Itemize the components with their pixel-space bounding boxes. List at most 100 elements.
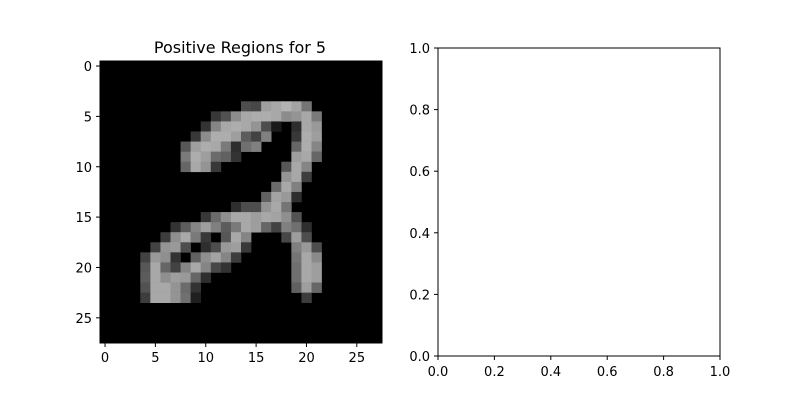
- image-pixel: [261, 212, 272, 223]
- image-pixel: [210, 252, 222, 263]
- image-y-ticks: 0 5 10 15 20 25: [75, 60, 100, 327]
- image-pixel: [230, 232, 242, 243]
- image-pixel: [170, 222, 181, 233]
- image-pixel: [291, 131, 302, 142]
- image-pixel: [251, 121, 262, 132]
- image-pixel: [200, 212, 212, 223]
- image-pixel: [301, 222, 312, 233]
- image-pixel: [271, 202, 282, 213]
- image-pixel: [210, 121, 222, 132]
- image-pixel: [281, 161, 292, 173]
- image-title: Positive Regions for 5: [154, 38, 326, 57]
- image-pixel: [220, 232, 232, 243]
- image-pixel: [291, 282, 302, 293]
- image-x-ticks: 0 5 10 15 20 25: [101, 343, 365, 366]
- image-y-tick-label: 0: [84, 60, 92, 75]
- image-pixel: [200, 141, 212, 152]
- image-pixel: [170, 242, 181, 253]
- image-pixel: [230, 131, 242, 142]
- image-pixel: [291, 111, 302, 122]
- image-pixel: [160, 262, 171, 273]
- image-pixel: [190, 131, 202, 142]
- image-pixel: [271, 111, 282, 122]
- image-pixel: [150, 262, 161, 273]
- image-pixel: [180, 262, 191, 273]
- empty-x-tick-label: 0.6: [597, 365, 618, 380]
- image-pixel: [311, 111, 322, 122]
- image-pixel: [261, 121, 272, 132]
- image-pixel: [150, 282, 161, 293]
- empty-y-tick-label: 0.0: [409, 350, 430, 365]
- empty-y-tick-label: 0.2: [409, 288, 430, 303]
- image-pixel: [261, 131, 272, 142]
- image-pixel: [140, 262, 151, 273]
- image-pixel: [301, 131, 312, 142]
- image-pixel: [241, 111, 252, 122]
- image-pixel: [241, 212, 252, 223]
- image-axes: Positive Regions for 5 0 5 10 15 20 25 0 5 10 15…: [75, 38, 383, 366]
- image-pixel: [281, 181, 292, 193]
- image-y-tick-label: 15: [75, 211, 92, 226]
- image-pixel: [220, 151, 232, 163]
- image-pixel: [301, 262, 312, 273]
- image-pixel: [291, 101, 302, 112]
- image-pixel: [311, 131, 322, 142]
- image-pixel: [140, 272, 151, 283]
- image-pixel: [220, 262, 232, 273]
- image-pixel: [190, 272, 202, 283]
- image-pixel: [210, 151, 222, 163]
- image-pixel: [311, 272, 322, 283]
- image-pixel: [180, 141, 191, 152]
- image-pixel: [281, 202, 292, 213]
- image-pixel: [190, 151, 202, 163]
- image-pixel: [311, 121, 322, 132]
- image-pixel: [220, 121, 232, 132]
- image-pixel: [271, 101, 282, 112]
- image-pixel: [220, 222, 232, 233]
- image-pixel: [301, 272, 312, 283]
- image-x-tick-label: 25: [349, 351, 366, 366]
- image-pixel: [190, 222, 202, 233]
- image-pixel: [291, 222, 302, 233]
- image-pixel: [190, 292, 202, 304]
- image-pixel: [311, 252, 322, 263]
- image-pixel: [301, 232, 312, 243]
- image-pixel: [210, 242, 222, 253]
- image-pixel: [220, 252, 232, 263]
- image-pixel: [281, 212, 292, 223]
- image-pixel: [291, 232, 302, 243]
- image-pixel: [140, 252, 151, 263]
- image-x-tick-label: 5: [151, 351, 159, 366]
- empty-axes-frame: [437, 47, 721, 357]
- image-pixel: [271, 191, 282, 203]
- image-pixel: [200, 232, 212, 243]
- image-pixel: [251, 202, 262, 213]
- image-pixel: [241, 202, 252, 213]
- image-pixel: [261, 222, 272, 233]
- image-y-tick-label: 25: [75, 312, 92, 327]
- image-pixel: [241, 222, 252, 233]
- image-pixel: [220, 111, 232, 122]
- image-pixel: [241, 242, 252, 253]
- image-pixel: [291, 141, 302, 152]
- image-pixel: [301, 111, 312, 122]
- image-pixel: [180, 282, 191, 293]
- image-pixel: [301, 101, 312, 112]
- image-pixel: [311, 242, 322, 253]
- image-pixel: [180, 272, 191, 283]
- image-pixel: [190, 232, 202, 243]
- image-pixel: [220, 212, 232, 223]
- image-pixel: [170, 262, 181, 273]
- image-pixel: [210, 141, 222, 152]
- image-x-tick-label: 20: [298, 351, 315, 366]
- empty-x-ticks: 0.0 0.2 0.4 0.6 0.8 1.0: [428, 356, 730, 380]
- image-pixel: [160, 232, 171, 243]
- image-y-tick-label: 5: [84, 110, 92, 125]
- image-pixel: [281, 171, 292, 183]
- image-pixel: [251, 131, 262, 142]
- image-pixel: [291, 171, 302, 183]
- empty-y-tick-label: 0.6: [409, 165, 430, 180]
- image-pixel: [210, 161, 222, 173]
- image-pixel: [291, 161, 302, 173]
- image-pixel: [301, 171, 312, 183]
